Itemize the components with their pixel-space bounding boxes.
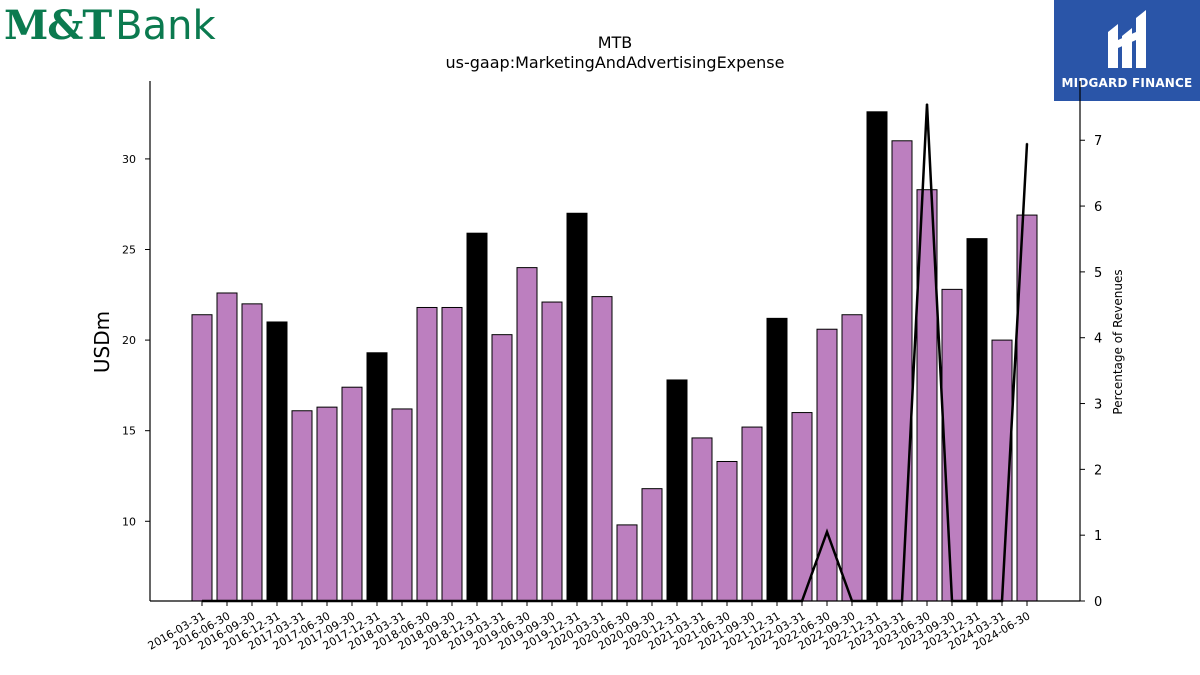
axes: 10 15 20 25 30 0 1 2 3 4 5 6 7 [122, 81, 1102, 610]
bar-2022-09-30 [816, 328, 838, 602]
y-tick-label: 20 [122, 334, 136, 347]
bar-2016-06-30 [216, 292, 238, 602]
y2-axis-label: Percentage of Revenues [1111, 269, 1125, 414]
x-tick-labels: 2016-03-312016-06-302016-09-302016-12-31… [146, 601, 1033, 653]
bar-2022-06-30 [791, 412, 813, 602]
y2-tick-label: 5 [1094, 266, 1102, 281]
bar-2017-06-30 [316, 406, 338, 602]
logo-suffix: Bank [115, 3, 216, 49]
y2-tick-label: 4 [1094, 332, 1102, 347]
bar-2018-06-30 [416, 306, 438, 602]
bar-2017-09-30 [341, 386, 363, 602]
y-axis-label: USDm [90, 311, 114, 373]
y-tick-label: 15 [122, 425, 136, 438]
bar-2019-09-30 [541, 301, 563, 602]
bar-2020-09-30 [641, 488, 663, 602]
line-point-2024-06-30 [1026, 142, 1028, 145]
bar-2019-12-31 [566, 212, 588, 602]
line-point-2022-06-30 [826, 531, 828, 533]
bar-2018-03-31 [391, 408, 413, 602]
bar-2023-03-31 [866, 111, 888, 602]
bar-2024-03-31 [966, 238, 988, 602]
logo-brand: M&T [4, 2, 112, 49]
bar-2020-12-31 [666, 379, 688, 602]
bar-2022-12-31 [841, 314, 863, 602]
bar-2019-06-30 [516, 267, 538, 602]
y-tick-label: 30 [122, 153, 136, 166]
bar-2016-03-31 [191, 314, 213, 602]
line-point-2023-06-30 [926, 103, 928, 105]
mt-bank-logo: M&T Bank [4, 2, 216, 49]
bar-2016-12-31 [266, 321, 288, 602]
chart-subtitle: us-gaap:MarketingAndAdvertisingExpense [446, 53, 785, 72]
bar-2021-12-31 [766, 317, 788, 602]
bar-2023-06-30 [891, 140, 913, 602]
bar-2020-03-31 [591, 296, 613, 602]
bar-2021-03-31 [691, 437, 713, 602]
y2-tick-label: 2 [1094, 463, 1102, 478]
y2-tick-label: 1 [1094, 529, 1102, 544]
bar-2021-06-30 [716, 460, 738, 602]
bar-2016-09-30 [241, 303, 263, 602]
midgard-finance-logo: MIDGARD FINANCE [1054, 0, 1200, 101]
bar-2021-09-30 [741, 426, 763, 602]
y-tick-label: 10 [122, 515, 136, 528]
y2-tick-label: 6 [1094, 200, 1102, 215]
chart-title: MTB [598, 33, 633, 52]
bar-2017-12-31 [366, 352, 388, 602]
midgard-mark-icon [1108, 10, 1146, 68]
y2-tick-label: 0 [1094, 595, 1102, 610]
bar-2019-03-31 [491, 334, 513, 602]
bar-2018-12-31 [466, 232, 488, 602]
y2-tick-label: 7 [1094, 134, 1102, 149]
bar-2017-03-31 [291, 410, 313, 602]
logo-text: MIDGARD FINANCE [1061, 76, 1193, 90]
y-tick-label: 25 [122, 244, 136, 257]
y2-tick-label: 3 [1094, 398, 1102, 413]
bar-2020-06-30 [616, 524, 638, 602]
bar-2018-09-30 [441, 306, 463, 602]
bars [191, 111, 1038, 602]
